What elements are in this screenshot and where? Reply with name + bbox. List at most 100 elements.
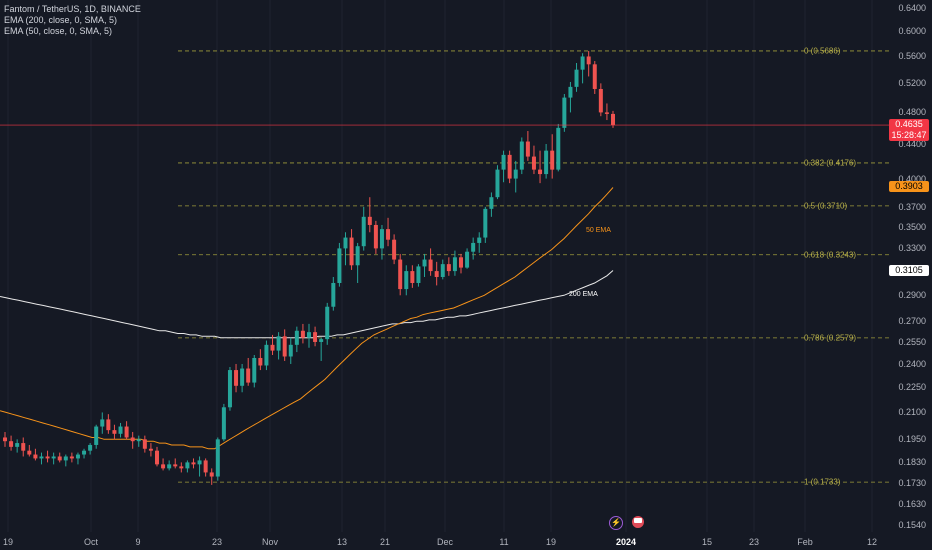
candle	[367, 197, 372, 233]
candle-body	[88, 444, 93, 451]
candle-body	[270, 344, 275, 351]
candle	[361, 206, 366, 251]
candle	[598, 83, 603, 117]
candle-body	[349, 237, 354, 266]
candle-body	[21, 443, 26, 451]
candle-body	[15, 443, 20, 447]
candle-body	[538, 169, 543, 175]
candle	[568, 81, 573, 113]
time-axis-label: 15	[701, 537, 713, 547]
candle-body	[604, 112, 609, 114]
ema200-line	[0, 270, 614, 339]
time-axis-label: Oct	[83, 537, 99, 547]
candle-body	[215, 439, 220, 477]
candle-body	[112, 430, 117, 434]
candle	[428, 248, 433, 276]
candle-body	[246, 368, 251, 383]
candle	[136, 435, 141, 447]
candle	[124, 421, 129, 440]
fib-level-label: 0 (0.5686)	[804, 46, 841, 56]
candle	[94, 424, 99, 449]
fib-level-label: 1 (0.1733)	[804, 477, 841, 487]
candle-body	[197, 460, 202, 465]
candle	[604, 103, 609, 121]
candle-body	[440, 264, 445, 277]
candle	[477, 232, 482, 253]
candle-body	[477, 237, 482, 243]
candle	[586, 50, 591, 77]
lightning-icon[interactable]: ⚡	[609, 516, 623, 530]
candle	[21, 437, 26, 457]
fib-level-label: 0.618 (0.3243)	[804, 250, 857, 260]
fib-level-label: 0.5 (0.3710)	[804, 201, 848, 211]
candle-body	[416, 266, 421, 283]
price-axis-label: 0.4400	[898, 138, 926, 149]
candle-body	[325, 306, 330, 340]
price-axis-label: 0.2100	[898, 407, 926, 418]
candle-body	[434, 271, 439, 277]
candle	[240, 363, 245, 393]
current-price-value: 0.4635	[895, 119, 923, 130]
candle	[191, 458, 196, 469]
candle-body	[392, 239, 397, 260]
candle-body	[203, 460, 208, 473]
candle	[300, 323, 305, 344]
candle	[398, 253, 403, 296]
candle-body	[465, 251, 470, 268]
candle-body	[562, 97, 567, 128]
price-axis-label: 0.6400	[898, 3, 926, 13]
price-axis-label: 0.1630	[898, 499, 926, 510]
us-flag-icon[interactable]	[632, 516, 644, 528]
candle-body	[307, 332, 311, 338]
candle-body	[568, 86, 573, 98]
candle	[63, 454, 68, 467]
candle	[544, 143, 549, 179]
ema200-label: 200 EMA	[569, 291, 598, 299]
candle-body	[386, 229, 391, 240]
candle-body	[3, 437, 7, 442]
price-axis-label: 0.5600	[898, 51, 926, 62]
candle	[452, 250, 457, 276]
candle-body	[282, 336, 287, 357]
candle-body	[519, 141, 524, 170]
ema200-price-tag: 0.3105	[889, 264, 929, 276]
candle	[45, 450, 50, 463]
candle	[319, 337, 324, 361]
candle-body	[471, 242, 476, 252]
candle-body	[100, 419, 105, 427]
candle-body	[586, 56, 591, 65]
candle	[69, 452, 74, 463]
candle-body	[410, 271, 415, 283]
candle	[404, 265, 409, 296]
candle-body	[300, 330, 305, 338]
price-axis-label: 0.3700	[898, 201, 926, 212]
candle-body	[313, 332, 318, 342]
candle-body	[531, 156, 536, 170]
candle	[531, 145, 536, 175]
candle-body	[343, 237, 348, 249]
candle-body	[337, 248, 342, 283]
candle-body	[124, 426, 129, 438]
time-axis-label: 13	[336, 537, 348, 547]
ema200-legend[interactable]: EMA (200, close, 0, SMA, 5)	[4, 15, 118, 25]
candle	[465, 248, 470, 269]
candle	[185, 460, 190, 473]
time-axis-label: 19	[545, 537, 557, 547]
candle-body	[155, 450, 159, 465]
candle-body	[82, 450, 87, 455]
candle-body	[51, 456, 56, 459]
candle-body	[45, 456, 50, 459]
price-axis-label: 0.1730	[898, 477, 926, 488]
candle-body	[27, 450, 32, 455]
candle	[258, 349, 263, 371]
candle	[264, 340, 269, 371]
candle-body	[513, 169, 518, 179]
candle	[483, 206, 488, 243]
candle-body	[33, 454, 38, 459]
candle	[173, 458, 178, 469]
ema50-legend[interactable]: EMA (50, close, 0, SMA, 5)	[4, 26, 113, 36]
candle	[82, 448, 87, 459]
fib-level-label: 0.382 (0.4176)	[804, 158, 857, 168]
candle-body	[264, 344, 269, 366]
